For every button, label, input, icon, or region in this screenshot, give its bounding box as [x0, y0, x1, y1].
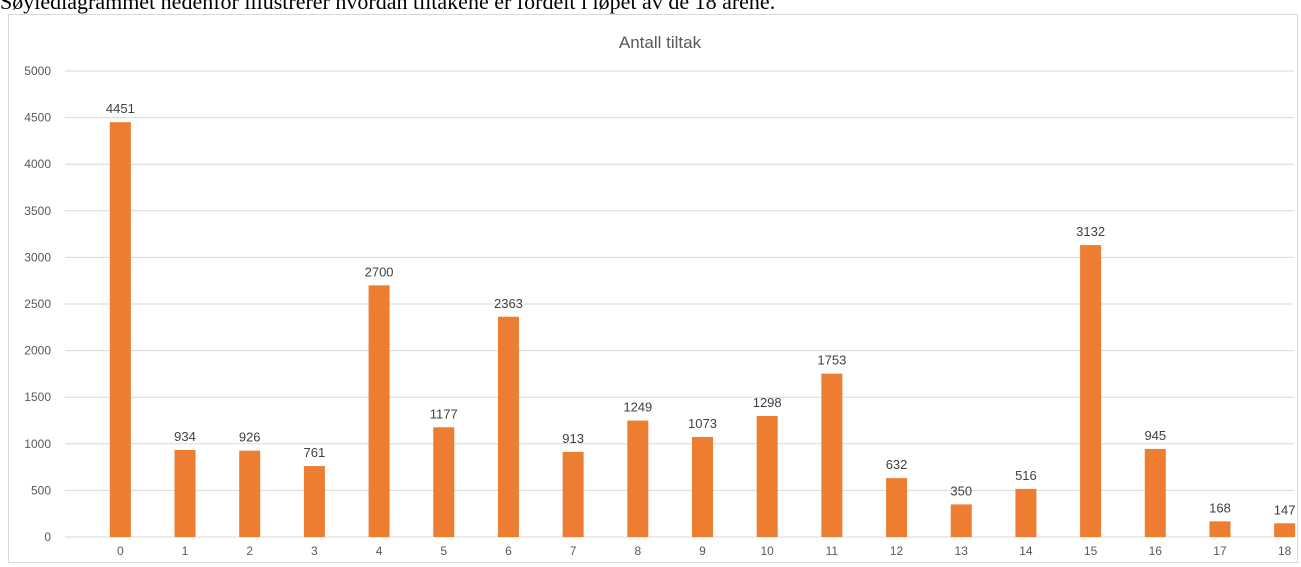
x-tick-label: 6 [505, 544, 512, 558]
data-label: 2363 [494, 296, 523, 311]
gridlines [65, 70, 1294, 538]
y-tick-label: 2500 [24, 297, 51, 311]
data-label: 1298 [753, 395, 782, 410]
x-tick-label: 10 [761, 544, 775, 558]
x-tick-label: 16 [1149, 544, 1163, 558]
y-tick-label: 0 [44, 530, 51, 544]
chart-title: Antall tiltak [619, 33, 702, 52]
bar [886, 478, 908, 537]
y-tick-label: 5000 [24, 64, 51, 78]
x-tick-label: 17 [1213, 544, 1227, 558]
data-label: 913 [562, 431, 584, 446]
x-tick-label: 14 [1019, 544, 1033, 558]
bar [497, 316, 519, 537]
data-label: 516 [1015, 468, 1037, 483]
caption-text: Søylediagrammet nedenfor illustrerer hvo… [0, 0, 776, 14]
y-tick-label: 3000 [24, 250, 51, 264]
x-tick-label: 9 [699, 544, 706, 558]
data-labels: 4451 934 926 761 2700 1177 2363 913 1249 1073 1298… [106, 101, 1296, 517]
bar [303, 466, 325, 537]
x-tick-label: 15 [1084, 544, 1098, 558]
bar [756, 416, 778, 537]
data-label: 761 [304, 445, 326, 460]
y-tick-label: 1500 [24, 390, 51, 404]
data-label: 934 [174, 429, 196, 444]
bar [950, 504, 972, 537]
x-tick-label: 13 [955, 544, 969, 558]
data-label: 1177 [430, 406, 458, 421]
bar [1080, 245, 1102, 537]
y-tick-label: 1000 [24, 437, 51, 451]
y-tick-label: 3500 [24, 204, 51, 218]
y-tick-label: 4500 [24, 111, 51, 125]
bar [627, 420, 649, 537]
bar [1144, 448, 1166, 537]
x-tick-label: 18 [1278, 544, 1292, 558]
data-label: 632 [886, 457, 908, 472]
data-label: 350 [950, 483, 972, 498]
data-label: 147 [1274, 502, 1296, 517]
bar [368, 285, 390, 537]
data-label: 168 [1209, 500, 1231, 515]
data-label: 1073 [688, 416, 717, 431]
x-tick-label: 1 [182, 544, 189, 558]
x-tick-label: 2 [246, 544, 253, 558]
bar [821, 373, 843, 537]
bar-chart: Antall tiltak 05001000150020002500300035… [24, 33, 1296, 558]
data-label: 4451 [106, 101, 135, 116]
y-tick-label: 4000 [24, 157, 51, 171]
bar [692, 436, 713, 537]
y-tick-label: 2000 [24, 344, 51, 358]
chart-frame: Antall tiltak 0 500 1000 1500 2000 2500 3000 35… [8, 14, 1298, 563]
bar [1015, 488, 1037, 537]
data-label: 945 [1144, 428, 1166, 443]
x-tick-label: 4 [376, 544, 383, 558]
bar [433, 427, 455, 537]
bars [109, 122, 1296, 537]
bar [1209, 521, 1231, 537]
y-tick-label: 500 [31, 483, 51, 497]
x-tick-label: 12 [890, 544, 904, 558]
data-label: 3132 [1076, 224, 1105, 239]
x-axis-ticks: 0 1 2 3 4 5 6 7 8 9 10 11 12 13 14 15 16 17 18 [117, 544, 1292, 558]
data-label: 2700 [365, 264, 394, 279]
bar [562, 451, 584, 537]
bar [1274, 523, 1296, 537]
x-tick-label: 8 [634, 544, 641, 558]
x-tick-label: 7 [570, 544, 577, 558]
data-label: 1753 [817, 353, 846, 368]
x-tick-label: 5 [440, 544, 447, 558]
x-tick-label: 3 [311, 544, 318, 558]
bar [109, 122, 131, 537]
x-tick-label: 0 [117, 544, 124, 558]
data-label: 926 [239, 430, 261, 445]
bar [239, 450, 261, 537]
data-label: 1249 [623, 400, 652, 415]
bar [174, 449, 196, 537]
y-axis-ticks: 0 500 1000 1500 2000 2500 3000 3500 4000 4500 5000 [24, 64, 51, 544]
x-tick-label: 11 [826, 544, 839, 558]
